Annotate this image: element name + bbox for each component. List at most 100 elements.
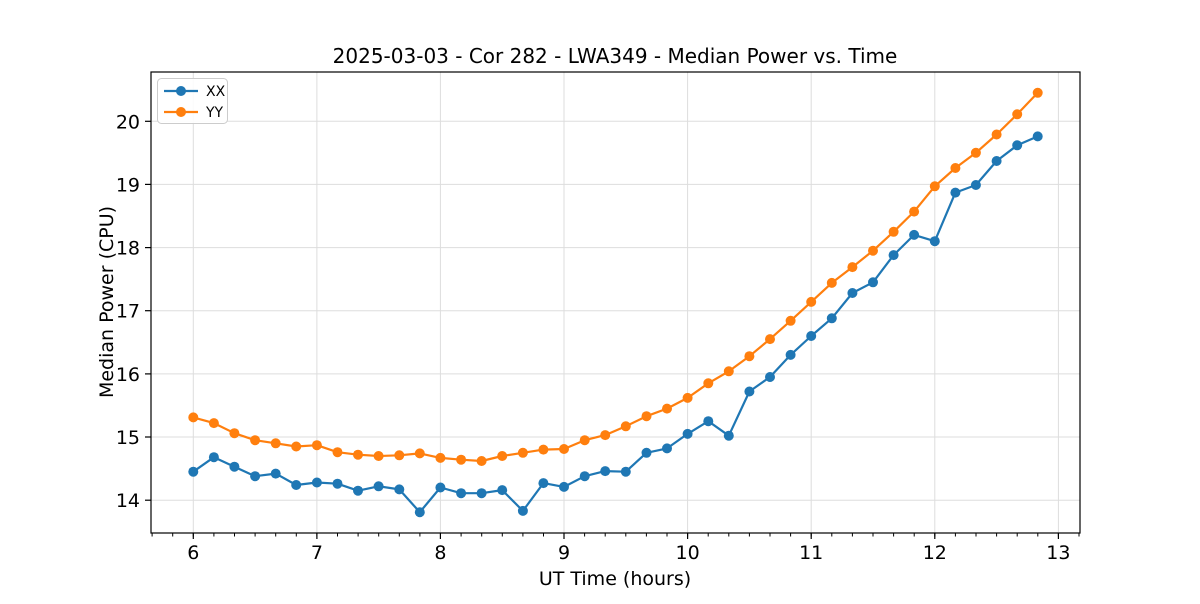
data-point xyxy=(476,456,487,466)
data-point xyxy=(909,206,920,217)
data-point xyxy=(970,180,981,190)
y-tick-label: 14 xyxy=(116,490,140,512)
legend-label-xx: XX xyxy=(206,84,226,100)
data-point xyxy=(559,481,569,492)
chart-title: 2025-03-03 - Cor 282 - LWA349 - Median P… xyxy=(333,44,898,68)
data-point xyxy=(559,444,569,454)
series-yy xyxy=(188,87,1043,466)
data-point xyxy=(785,349,796,360)
data-point xyxy=(311,477,322,488)
y-tick-label: 15 xyxy=(116,427,140,449)
data-point xyxy=(847,262,858,273)
grid-lines xyxy=(151,72,1080,533)
data-point xyxy=(662,403,672,414)
data-point xyxy=(662,443,672,454)
data-point xyxy=(538,478,549,489)
legend-marker-yy xyxy=(176,107,186,117)
data-point xyxy=(250,471,261,482)
data-point xyxy=(909,229,920,240)
data-point xyxy=(991,156,1002,166)
data-point xyxy=(703,416,714,427)
data-point xyxy=(847,288,858,298)
series-line xyxy=(192,135,1039,514)
data-point xyxy=(394,484,405,495)
data-point xyxy=(765,334,775,345)
data-point xyxy=(929,181,940,192)
data-point xyxy=(888,226,899,237)
data-point xyxy=(970,147,981,158)
y-tick-label: 18 xyxy=(116,238,140,260)
data-point xyxy=(826,277,837,288)
y-axis-label: Median Power (CPU) xyxy=(96,206,118,398)
data-point xyxy=(435,482,446,493)
data-point xyxy=(332,478,343,489)
data-point xyxy=(1012,109,1023,120)
legend-marker-xx xyxy=(176,86,186,96)
data-point xyxy=(641,447,652,458)
data-point xyxy=(950,163,961,173)
data-point xyxy=(744,386,755,397)
x-tick-label: 13 xyxy=(1046,542,1070,564)
data-point xyxy=(456,488,467,499)
data-point xyxy=(435,452,446,463)
data-point xyxy=(868,277,878,288)
data-point xyxy=(538,444,549,455)
data-point xyxy=(1032,131,1043,142)
data-point xyxy=(353,485,363,496)
data-point xyxy=(229,461,240,472)
data-point xyxy=(682,428,693,439)
series-line xyxy=(193,92,1039,463)
data-point xyxy=(332,447,343,458)
y-tick-label: 20 xyxy=(116,111,140,133)
data-point xyxy=(414,448,425,459)
data-point xyxy=(517,447,528,458)
y-tick-label: 16 xyxy=(116,364,140,386)
data-point xyxy=(208,452,219,463)
data-point xyxy=(806,331,817,341)
x-tick-label: 6 xyxy=(187,542,199,564)
data-point xyxy=(476,488,487,499)
data-point xyxy=(208,418,219,429)
data-point xyxy=(579,435,590,446)
y-tick-label: 17 xyxy=(116,301,140,323)
legend-label-yy: YY xyxy=(205,105,224,121)
data-point xyxy=(888,250,899,261)
data-point xyxy=(394,450,405,461)
data-point xyxy=(373,481,384,492)
x-tick-label: 9 xyxy=(558,542,570,564)
x-tick-label: 7 xyxy=(311,542,323,564)
data-point xyxy=(929,236,940,247)
data-point xyxy=(188,412,199,423)
data-point xyxy=(456,454,467,465)
data-series xyxy=(188,87,1043,518)
axis-ticks: 6 7 8 9 10 11 12 13 14 15 16 17 18 19 20 xyxy=(116,111,1080,564)
series-xx xyxy=(188,131,1043,518)
data-point xyxy=(600,466,611,477)
data-point xyxy=(311,440,322,451)
data-point xyxy=(373,451,384,461)
data-point xyxy=(723,430,734,441)
data-point xyxy=(517,505,528,516)
data-point xyxy=(950,187,961,198)
data-point xyxy=(414,507,425,518)
data-point xyxy=(291,480,302,490)
data-point xyxy=(744,351,755,362)
x-tick-label: 8 xyxy=(434,542,446,564)
data-point xyxy=(600,430,611,441)
data-point xyxy=(703,378,714,389)
data-point xyxy=(868,245,878,256)
data-point xyxy=(188,466,199,477)
data-point xyxy=(641,411,652,422)
data-point xyxy=(682,392,693,403)
data-point xyxy=(826,313,837,324)
x-tick-label: 10 xyxy=(676,542,700,564)
data-point xyxy=(620,421,631,432)
data-point xyxy=(270,468,281,479)
data-point xyxy=(229,428,240,439)
x-axis-label: UT Time (hours) xyxy=(539,568,691,590)
plot-border xyxy=(150,71,1081,534)
data-point xyxy=(497,485,508,496)
data-point xyxy=(1012,140,1023,151)
